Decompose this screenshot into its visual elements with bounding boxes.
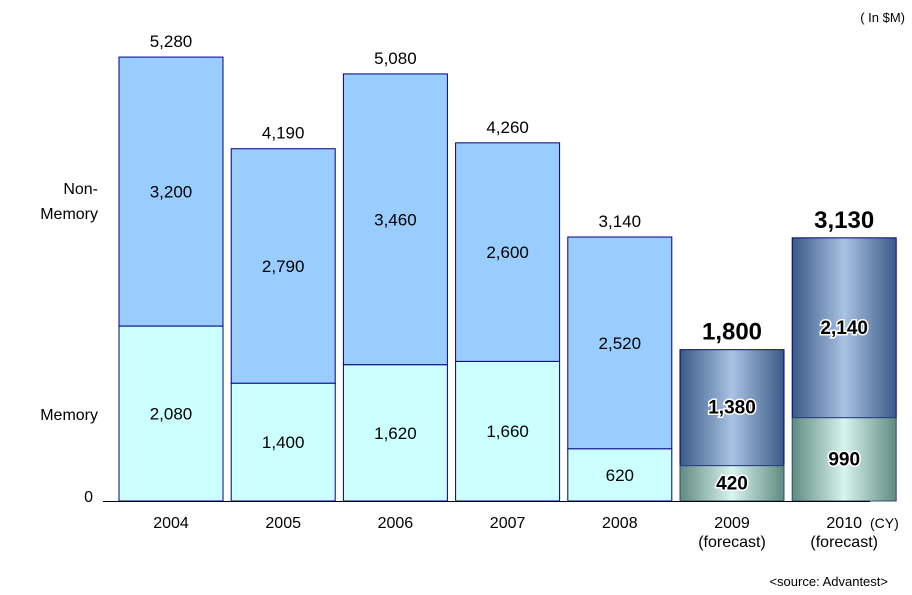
bar-memory (230, 382, 336, 502)
x-tick-label: 2004 (153, 515, 189, 532)
x-tick-label: 2005 (265, 515, 301, 532)
bar-memory (679, 465, 785, 502)
data-label-total: 5,280 (150, 32, 193, 51)
bar-memory (342, 364, 448, 502)
bar-memory (455, 360, 561, 502)
data-label-memory: 620 (606, 466, 634, 485)
data-label-total: 1,800 (702, 319, 762, 346)
data-label-non-memory: 1,380 (708, 398, 756, 419)
data-label-non-memory: 3,200 (150, 183, 193, 202)
y-axis-zero-label: 0 (84, 489, 93, 506)
x-axis-unit-label: (CY) (870, 515, 899, 531)
data-label-memory: 420 (716, 473, 748, 494)
source-note: <source: Advantest> (769, 574, 888, 589)
data-label-total: 5,080 (374, 49, 417, 68)
bar-non-memory (230, 148, 336, 384)
x-tick-label: 2009 (714, 515, 750, 532)
x-tick-label: 2008 (602, 515, 638, 532)
data-label-memory: 1,660 (486, 422, 529, 441)
data-label-memory: 1,620 (374, 424, 417, 443)
data-label-non-memory: 2,520 (599, 334, 642, 353)
x-tick-label: (forecast) (698, 534, 766, 551)
x-tick-label: 2007 (490, 515, 526, 532)
data-label-non-memory: 2,600 (486, 243, 529, 262)
bars-layer (118, 56, 897, 502)
data-label-total: 4,190 (262, 124, 305, 143)
data-label-non-memory: 2,140 (820, 318, 868, 339)
memory-label: Memory (40, 407, 98, 424)
x-tick-label: 2010 (826, 515, 862, 532)
data-label-memory: 1,400 (262, 433, 305, 452)
bar-non-memory (118, 56, 224, 327)
bar-non-memory (679, 349, 785, 467)
data-label-total: 4,260 (486, 118, 529, 137)
bar-memory (118, 325, 224, 502)
x-tick-label: (forecast) (810, 534, 878, 551)
data-label-memory: 2,080 (150, 405, 193, 424)
bar-memory (567, 448, 673, 502)
data-label-non-memory: 2,790 (262, 257, 305, 276)
data-label-memory: 990 (828, 449, 860, 470)
data-label-total: 3,130 (814, 207, 874, 234)
bar-non-memory (791, 237, 897, 419)
data-label-non-memory: 3,460 (374, 210, 417, 229)
unit-note: ( In $M) (860, 10, 905, 25)
data-label-total: 3,140 (599, 212, 642, 231)
bar-memory (791, 417, 897, 502)
non-memory-label-line2: Memory (40, 206, 98, 223)
bar-non-memory (342, 73, 448, 366)
non-memory-label-line1: Non- (63, 181, 98, 198)
x-tick-label: 2006 (378, 515, 414, 532)
labels-layer: 2,080 3,200 5,280 2004 1,400 2,790 4,190 2005 1,… (150, 32, 878, 551)
